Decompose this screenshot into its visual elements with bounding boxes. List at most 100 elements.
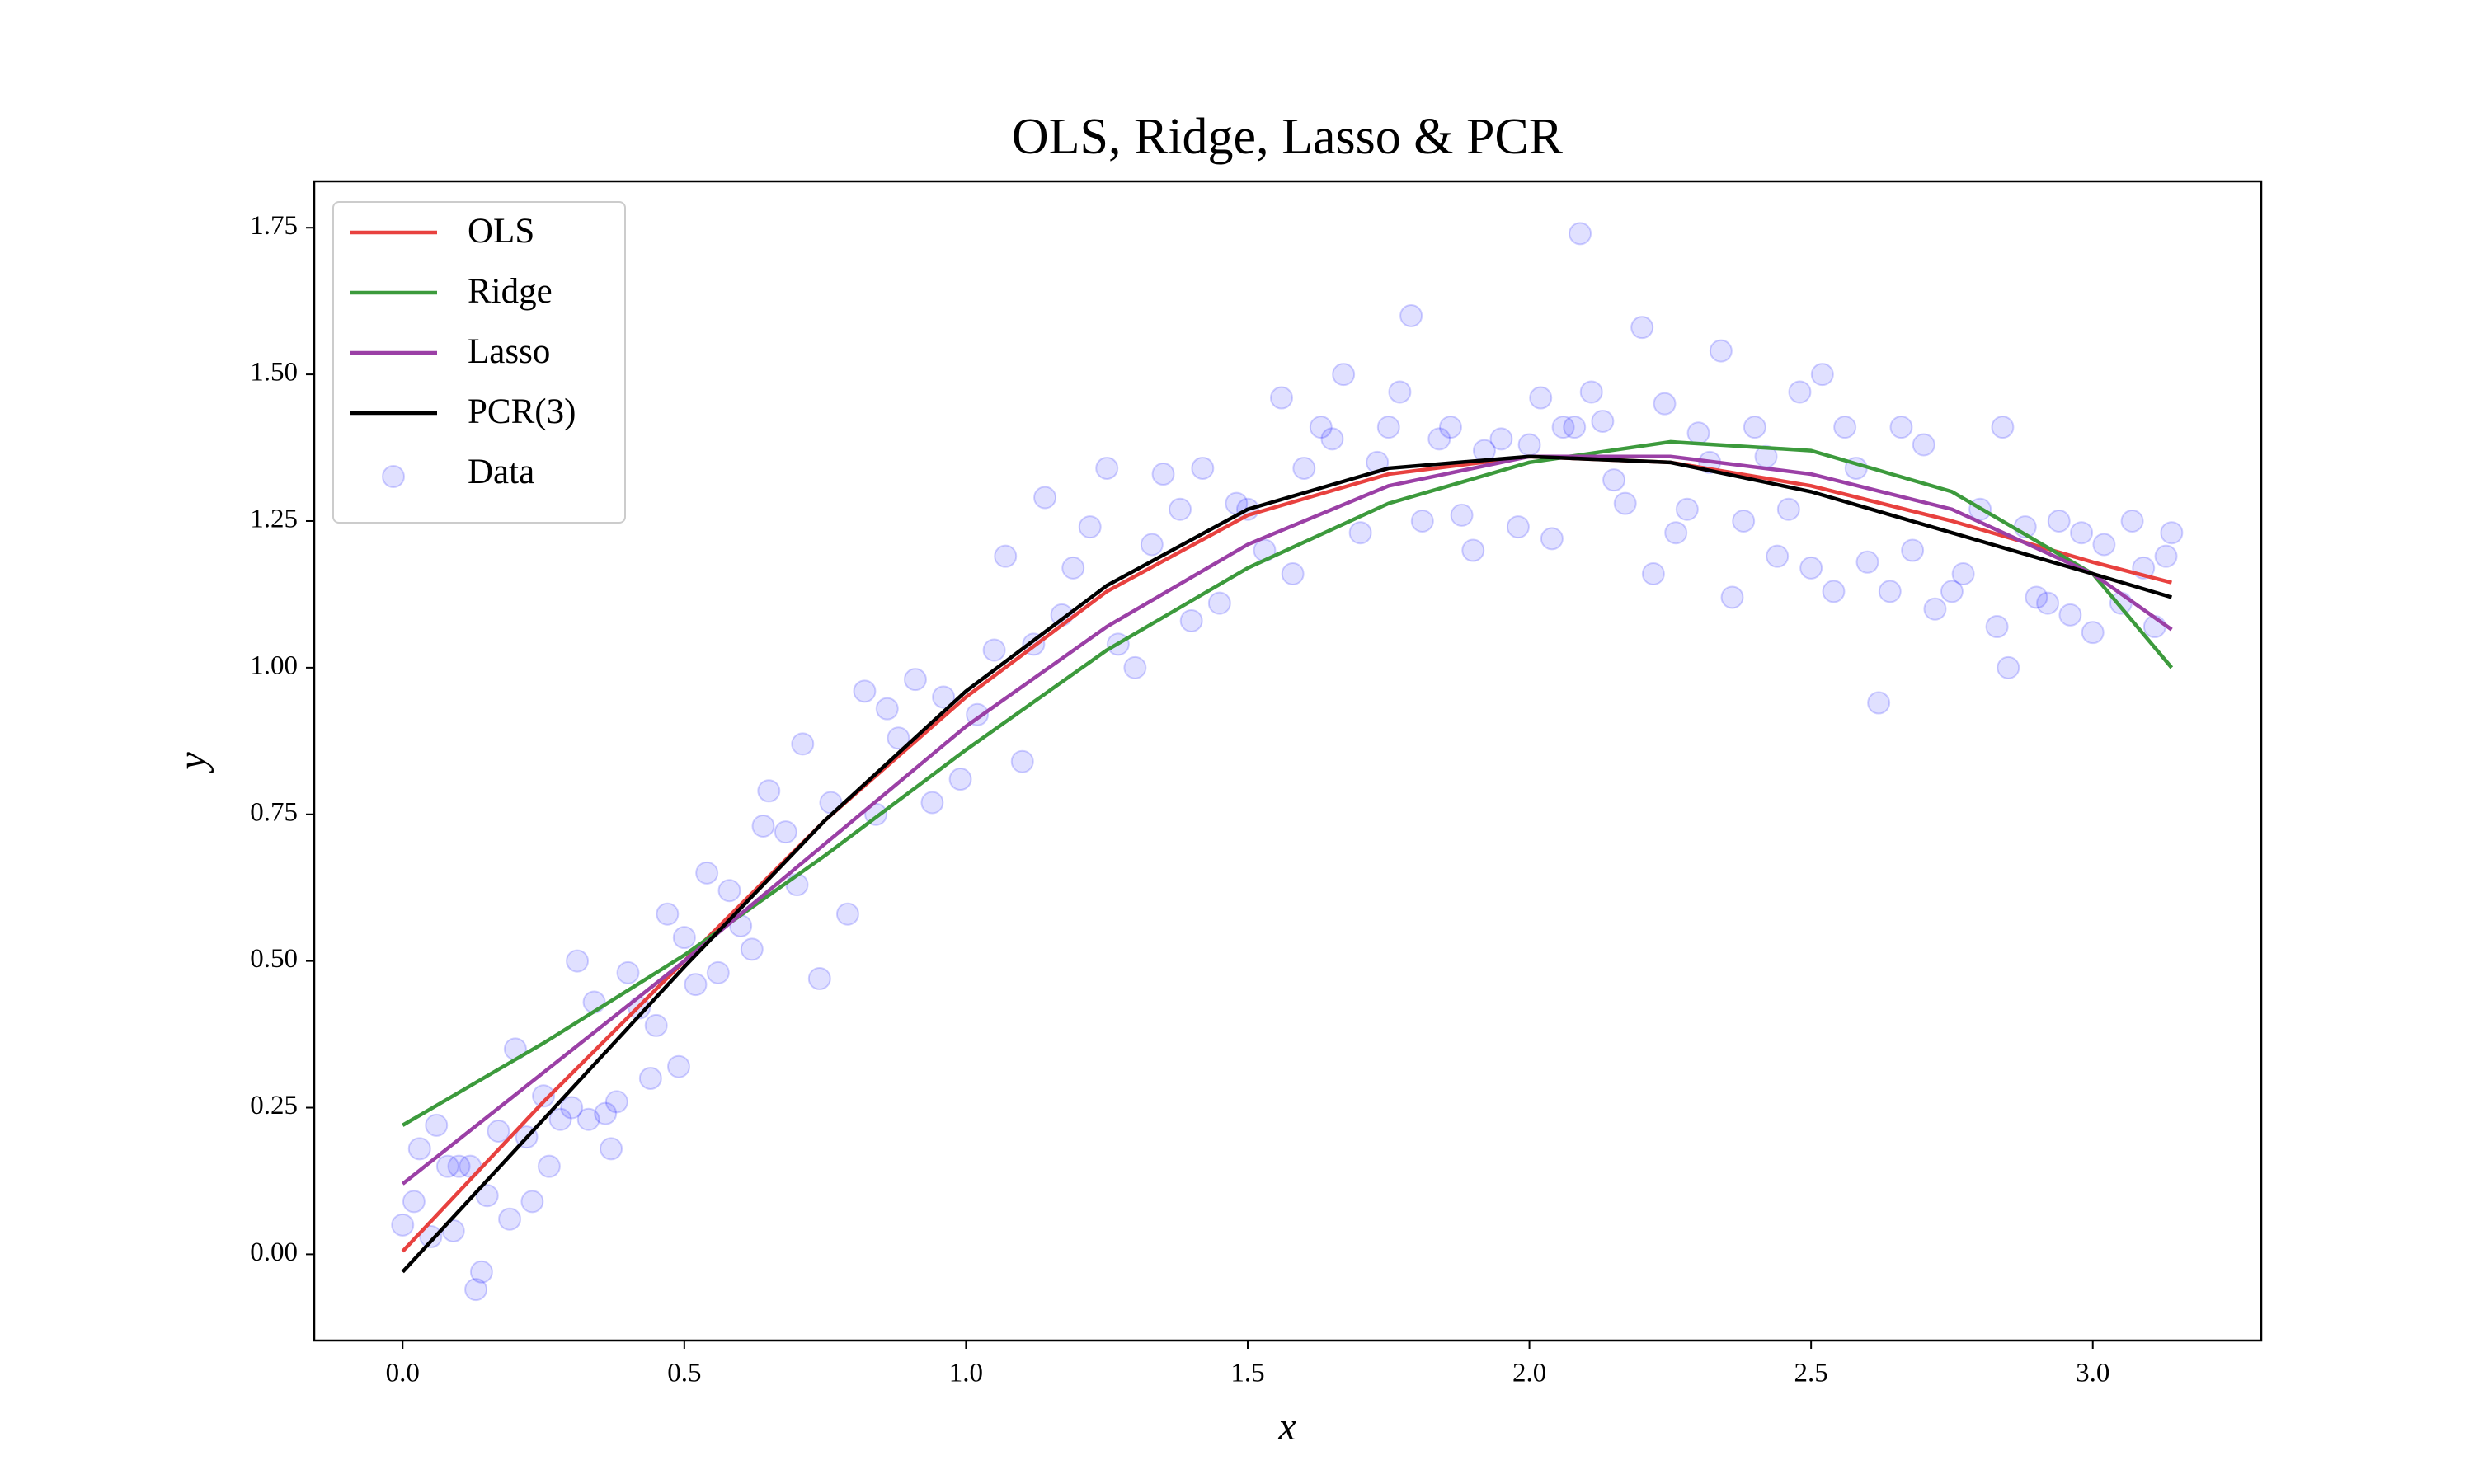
data-point	[807, 966, 831, 990]
data-point	[1061, 556, 1085, 580]
data-point	[1399, 303, 1423, 327]
data-point	[1269, 386, 1293, 410]
data-point	[706, 960, 730, 984]
data-point	[1991, 416, 2015, 439]
data-point	[1292, 456, 1316, 480]
data-point	[1169, 497, 1192, 521]
data-point	[498, 1207, 522, 1231]
data-point	[1720, 585, 1744, 609]
data-point	[475, 1184, 499, 1208]
y-tick-label: 0.00	[250, 1237, 298, 1267]
data-point	[1427, 427, 1451, 451]
data-point	[1799, 556, 1823, 580]
data-point	[1630, 316, 1654, 340]
data-point	[1810, 363, 1834, 387]
x-tick-label: 0.0	[386, 1359, 420, 1388]
data-point	[2081, 621, 2105, 645]
data-point	[1410, 509, 1434, 533]
legend-marker	[382, 465, 405, 488]
legend-label: Ridge	[468, 272, 553, 311]
data-point	[740, 937, 764, 961]
data-point	[1376, 416, 1400, 439]
data-point	[566, 949, 590, 973]
data-point	[1940, 580, 1964, 603]
y-tick-label: 1.00	[250, 650, 298, 680]
data-point	[887, 726, 910, 750]
data-point	[1743, 416, 1766, 439]
data-point	[616, 960, 640, 984]
y-tick-label: 1.50	[250, 358, 298, 387]
data-point	[948, 768, 972, 791]
data-point	[751, 814, 775, 838]
data-point	[672, 926, 696, 950]
data-point	[1664, 521, 1688, 545]
data-point	[532, 1084, 556, 1108]
data-point	[1878, 580, 1902, 603]
data-point	[835, 902, 859, 926]
data-point	[1613, 491, 1637, 515]
data-point	[774, 820, 797, 844]
data-point	[1951, 562, 1975, 586]
data-point	[391, 1213, 415, 1237]
data-point	[1320, 427, 1344, 451]
legend-label: PCR(3)	[468, 392, 576, 431]
data-point	[2070, 521, 2094, 545]
data-point	[2160, 521, 2184, 545]
legend-label: Data	[468, 453, 534, 491]
data-point	[1309, 416, 1333, 439]
data-point	[1551, 416, 1575, 439]
data-point	[1641, 562, 1665, 586]
data-point	[1856, 550, 1879, 574]
x-axis-label: x	[1277, 1405, 1296, 1449]
data-point	[1563, 416, 1587, 439]
data-point	[1517, 433, 1541, 457]
data-point	[1450, 503, 1474, 527]
data-point	[425, 1113, 449, 1137]
data-point	[1579, 380, 1603, 404]
data-point	[560, 1096, 584, 1120]
data-point	[447, 1154, 471, 1178]
data-point	[667, 1054, 691, 1078]
data-point	[419, 1225, 443, 1249]
data-point	[1833, 416, 1857, 439]
data-point	[604, 1090, 628, 1114]
legend-label: Lasso	[468, 332, 550, 371]
data-point	[1461, 538, 1485, 562]
data-point	[1788, 380, 1812, 404]
data-point	[1033, 486, 1057, 510]
data-point	[576, 1107, 600, 1131]
data-point	[1140, 533, 1164, 556]
data-point	[1923, 597, 1947, 621]
data-point	[1901, 538, 1925, 562]
data-point	[656, 902, 680, 926]
data-point	[520, 1190, 544, 1214]
data-point	[2120, 509, 2144, 533]
data-point	[1489, 427, 1513, 451]
data-point	[1438, 416, 1462, 439]
x-tick-label: 1.0	[949, 1359, 983, 1388]
data-point	[469, 1260, 493, 1284]
data-point	[791, 732, 815, 756]
data-point	[982, 638, 1006, 662]
data-point	[638, 1066, 662, 1090]
data-point	[920, 791, 944, 815]
legend-box	[332, 201, 626, 524]
data-point	[1123, 655, 1147, 679]
data-point	[1095, 456, 1119, 480]
line-series	[401, 454, 2173, 1274]
data-point	[1766, 544, 1790, 568]
data-point	[2025, 585, 2048, 609]
data-point	[407, 1137, 431, 1161]
data-point	[1709, 339, 1733, 363]
data-point	[1388, 380, 1412, 404]
data-point	[717, 879, 741, 903]
y-axis-label: y	[171, 752, 214, 774]
data-point	[1348, 521, 1372, 545]
data-point	[1867, 691, 1891, 715]
data-point	[695, 861, 719, 885]
data-point	[435, 1154, 459, 1178]
data-point	[2047, 509, 2071, 533]
data-point	[1591, 410, 1615, 434]
data-point	[1010, 749, 1034, 773]
